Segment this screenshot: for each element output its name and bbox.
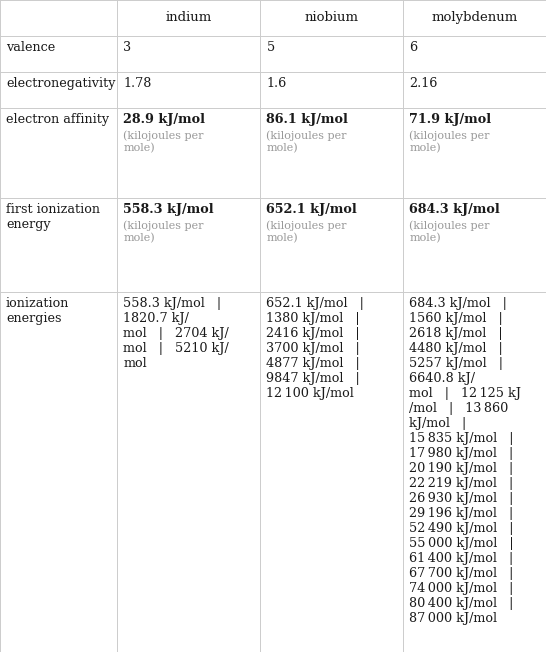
Text: ionization
energies: ionization energies [6, 297, 69, 325]
Text: 71.9 kJ/mol: 71.9 kJ/mol [410, 113, 491, 126]
Text: electronegativity: electronegativity [6, 77, 116, 90]
Text: 652.1 kJ/mol: 652.1 kJ/mol [266, 203, 357, 216]
Text: 558.3 kJ/mol   |
1820.7 kJ/
mol   |   2704 kJ/
mol   |   5210 kJ/
mol: 558.3 kJ/mol | 1820.7 kJ/ mol | 2704 kJ/… [123, 297, 229, 370]
Text: 3: 3 [123, 41, 132, 54]
Text: 558.3 kJ/mol: 558.3 kJ/mol [123, 203, 214, 216]
Text: first ionization
energy: first ionization energy [6, 203, 100, 231]
Text: 684.3 kJ/mol   |
1560 kJ/mol   |
2618 kJ/mol   |
4480 kJ/mol   |
5257 kJ/mol   |: 684.3 kJ/mol | 1560 kJ/mol | 2618 kJ/mol… [410, 297, 521, 625]
Text: electron affinity: electron affinity [6, 113, 109, 126]
Text: (kilojoules per
mole): (kilojoules per mole) [266, 220, 347, 243]
Text: 1.78: 1.78 [123, 77, 152, 90]
Text: molybdenum: molybdenum [432, 12, 518, 25]
Text: indium: indium [166, 12, 212, 25]
Text: (kilojoules per
mole): (kilojoules per mole) [123, 131, 204, 153]
Text: (kilojoules per
mole): (kilojoules per mole) [410, 220, 490, 243]
Text: 86.1 kJ/mol: 86.1 kJ/mol [266, 113, 348, 126]
Text: 684.3 kJ/mol: 684.3 kJ/mol [410, 203, 500, 216]
Text: 28.9 kJ/mol: 28.9 kJ/mol [123, 113, 205, 126]
Text: (kilojoules per
mole): (kilojoules per mole) [123, 220, 204, 243]
Text: 2.16: 2.16 [410, 77, 438, 90]
Text: valence: valence [6, 41, 55, 54]
Text: (kilojoules per
mole): (kilojoules per mole) [410, 131, 490, 153]
Text: 6: 6 [410, 41, 418, 54]
Text: 5: 5 [266, 41, 275, 54]
Text: (kilojoules per
mole): (kilojoules per mole) [266, 131, 347, 153]
Text: niobium: niobium [305, 12, 359, 25]
Text: 652.1 kJ/mol   |
1380 kJ/mol   |
2416 kJ/mol   |
3700 kJ/mol   |
4877 kJ/mol   |: 652.1 kJ/mol | 1380 kJ/mol | 2416 kJ/mol… [266, 297, 364, 400]
Text: 1.6: 1.6 [266, 77, 287, 90]
